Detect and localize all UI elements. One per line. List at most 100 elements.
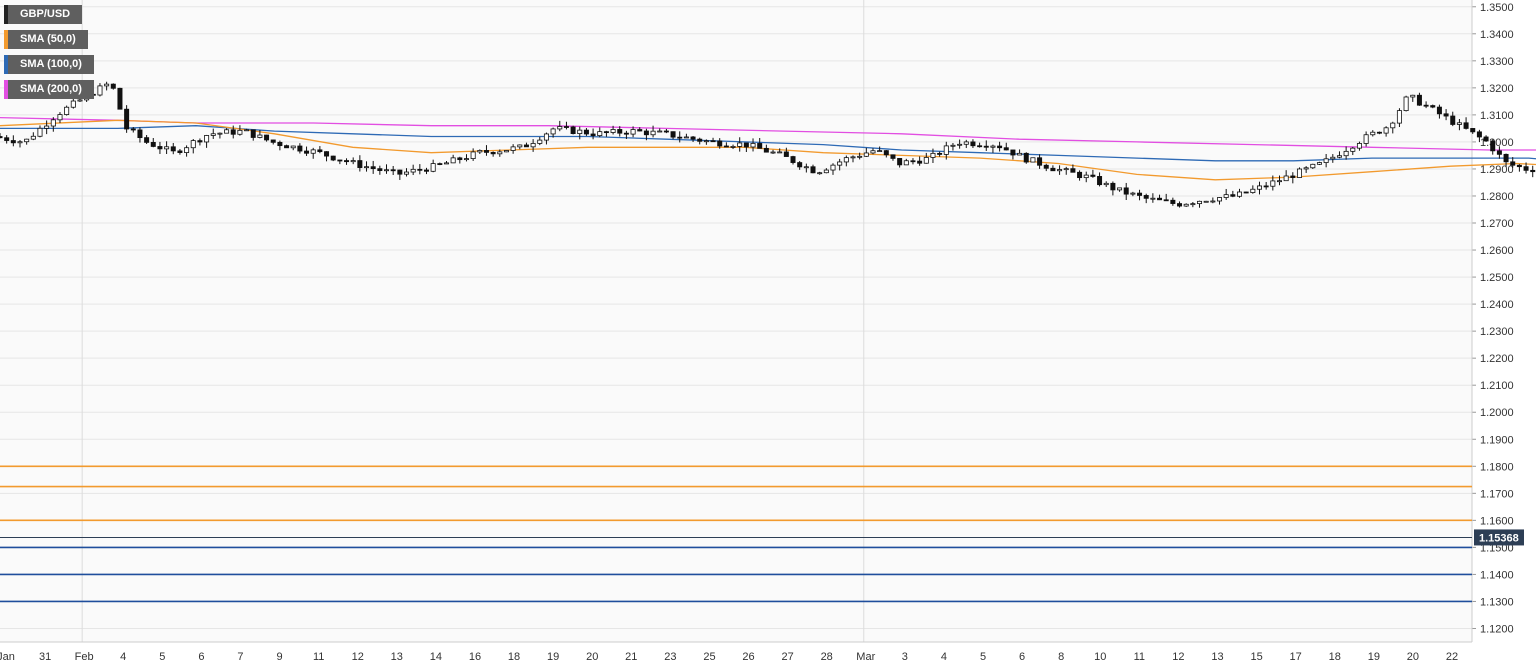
y-tick-label: 1.2300 xyxy=(1480,326,1514,338)
candle-body xyxy=(1010,149,1016,156)
candle-body xyxy=(443,162,449,165)
candle xyxy=(124,105,130,133)
x-tick-label: 13 xyxy=(1211,651,1223,663)
candle-body xyxy=(190,140,196,149)
candle-body xyxy=(1363,134,1369,144)
candle-body xyxy=(463,158,469,161)
candle-body xyxy=(530,143,536,148)
legend-sma-100[interactable]: SMA (100,0) xyxy=(4,55,94,74)
candle xyxy=(790,155,796,165)
candle xyxy=(1177,201,1183,208)
candle xyxy=(1077,170,1083,181)
candle-body xyxy=(150,142,156,147)
candle-body xyxy=(1143,195,1149,199)
candle xyxy=(497,149,503,157)
candle xyxy=(1083,171,1089,183)
y-tick-label: 1.2400 xyxy=(1480,299,1514,311)
candle-body xyxy=(244,129,250,132)
candle xyxy=(543,132,549,145)
candle-body xyxy=(290,145,296,149)
candle-body xyxy=(777,151,783,154)
candle-body xyxy=(1117,187,1123,191)
candle-body xyxy=(1510,161,1516,166)
legend-symbol[interactable]: GBP/USD xyxy=(4,5,83,24)
candle-body xyxy=(70,100,76,108)
candle xyxy=(1123,182,1129,200)
candle xyxy=(883,149,889,158)
candle-body xyxy=(990,145,996,148)
candle xyxy=(1490,139,1496,155)
candle xyxy=(670,131,676,140)
candle-body xyxy=(1077,171,1083,179)
candle xyxy=(1290,172,1296,184)
candle xyxy=(137,127,143,143)
y-tick-label: 1.1200 xyxy=(1480,623,1514,635)
candle xyxy=(617,126,623,137)
candle-body xyxy=(1476,131,1482,138)
candle xyxy=(477,149,483,154)
x-tick-label: 12 xyxy=(352,651,364,663)
candle-body xyxy=(357,160,363,168)
candle xyxy=(523,142,529,148)
candle-body xyxy=(1057,169,1063,172)
y-tick-label: 1.3400 xyxy=(1480,29,1514,41)
y-tick-label: 1.2800 xyxy=(1480,191,1514,203)
candle-body xyxy=(270,139,276,143)
candle-body xyxy=(1023,152,1029,163)
candle xyxy=(1157,194,1163,201)
candle xyxy=(843,155,849,167)
x-axis: Jan 31 Feb 4 5 6 7 9 11 12 13 14 16 18 19 20 21 23 25 26 27 2… xyxy=(0,651,1458,663)
candle xyxy=(350,157,356,165)
candle-body xyxy=(177,150,183,153)
y-tick-label: 1.2100 xyxy=(1480,380,1514,392)
candle xyxy=(677,131,683,143)
candle xyxy=(1243,191,1249,194)
x-tick-label: 8 xyxy=(1058,651,1064,663)
candle-body xyxy=(224,129,230,134)
x-tick-label: Feb xyxy=(75,651,94,663)
candle-body xyxy=(770,151,776,154)
legend-sma-50[interactable]: SMA (50,0) xyxy=(4,30,88,49)
candle xyxy=(643,128,649,141)
candle-body xyxy=(737,142,743,147)
x-tick-label: 5 xyxy=(980,651,986,663)
candle xyxy=(110,83,116,90)
candle-body xyxy=(510,146,516,151)
candle xyxy=(1050,165,1056,172)
candle xyxy=(803,163,809,173)
candle xyxy=(1510,157,1516,168)
candle xyxy=(404,168,410,177)
candle xyxy=(857,152,863,160)
candle-body xyxy=(1210,200,1216,203)
candle-body xyxy=(1383,127,1389,134)
candle-body xyxy=(503,150,509,153)
y-tick-label: 1.1400 xyxy=(1480,569,1514,581)
candle xyxy=(217,132,223,139)
candle-body xyxy=(730,146,736,148)
candle xyxy=(603,130,609,137)
candle xyxy=(1130,191,1136,197)
candle xyxy=(610,125,616,135)
candle xyxy=(537,136,543,146)
candle xyxy=(977,142,983,148)
candle xyxy=(1456,118,1462,131)
candle xyxy=(1516,164,1522,172)
candle-body xyxy=(983,145,989,148)
candle-body xyxy=(1103,182,1109,186)
plot-area xyxy=(0,0,1472,642)
candle-body xyxy=(1037,157,1043,166)
candle xyxy=(24,138,30,145)
legend-sma-200[interactable]: SMA (200,0) xyxy=(4,80,94,99)
candle-body xyxy=(397,169,403,175)
y-tick-label: 1.2500 xyxy=(1480,272,1514,284)
candle-body xyxy=(630,129,636,135)
x-tick-label: 18 xyxy=(1329,651,1341,663)
candle xyxy=(1210,197,1216,204)
candle xyxy=(1430,104,1436,109)
candle-body xyxy=(370,166,376,170)
x-tick-label: 23 xyxy=(664,651,676,663)
candle-body xyxy=(903,160,909,166)
candle-body xyxy=(1496,150,1502,155)
